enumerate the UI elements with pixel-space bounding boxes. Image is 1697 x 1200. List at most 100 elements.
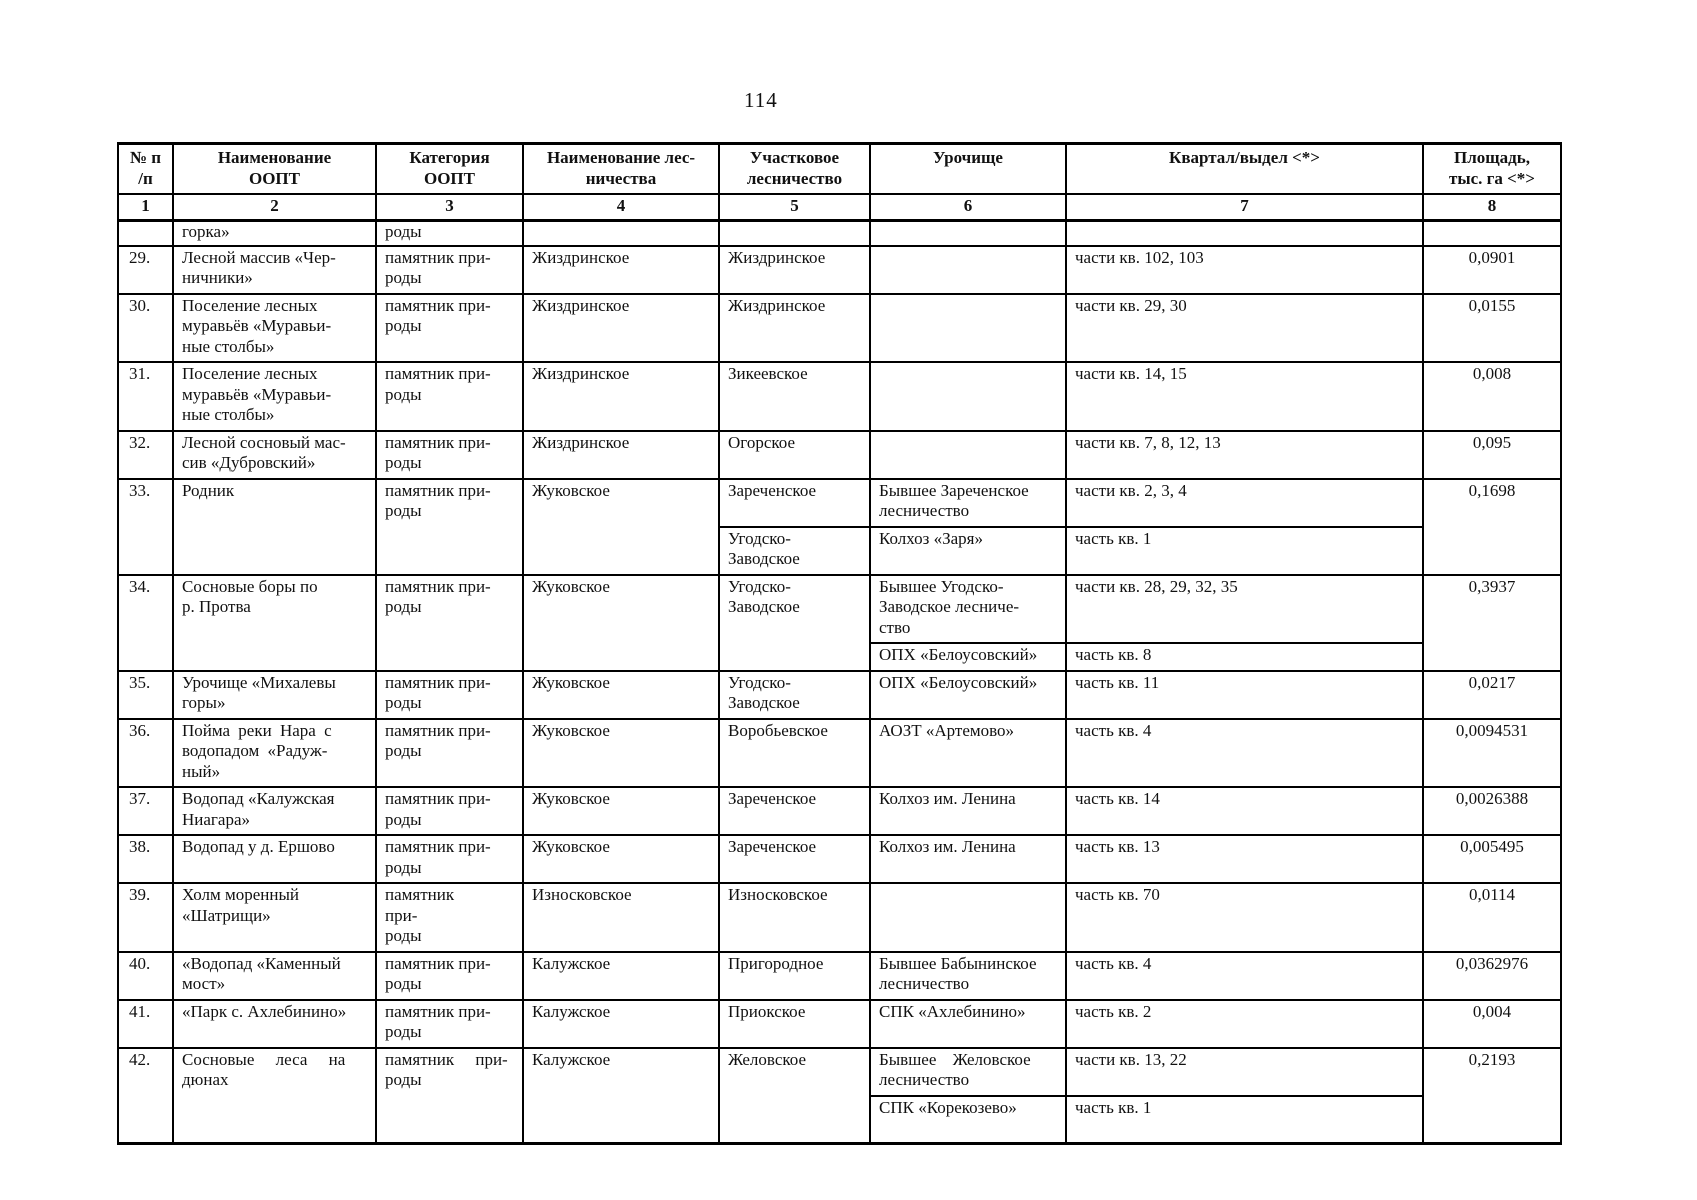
table-row-42: 42. Сосновые леса на дюнах памятник при-…	[117, 1046, 1562, 1145]
table-row-42-sub: СПК «Корекозево» часть кв. 1	[118, 1094, 1561, 1145]
cell-area: 0,0155	[1422, 292, 1562, 363]
cell-tract	[869, 219, 1067, 247]
cell-quarter: часть кв. 11	[1065, 669, 1424, 720]
cell-oopt-name: Сосновые боры по р. Протва	[172, 573, 377, 672]
cell-area	[1422, 219, 1562, 247]
cell-category: памятник при- роды	[375, 717, 524, 788]
cell-district: Зареченское	[718, 786, 871, 836]
cell-oopt-name: горка»	[172, 219, 377, 247]
cell-area: 0,0362976	[1422, 950, 1562, 1001]
cell-category: памятник при- роды	[375, 477, 524, 576]
col-number: 8	[1422, 193, 1562, 222]
cell-district: Приокское	[718, 998, 871, 1049]
cell-forestry: Износковское	[522, 882, 720, 953]
cell-tract	[869, 361, 1067, 432]
cell-district: Зикеевское	[718, 361, 871, 432]
cell-category: памятник при- роды	[375, 429, 524, 480]
cell-tract	[869, 244, 1067, 295]
table-row-30: 30. Поселение лесных муравьёв «Муравьи- …	[117, 292, 1562, 363]
cell-num: 33.	[117, 477, 174, 576]
cell-category: памятник при- роды	[375, 786, 524, 836]
cell-district: Износковское	[718, 882, 871, 953]
table-row-34: 34. Сосновые боры по р. Протва памятник …	[117, 573, 1562, 672]
cell-quarter	[1065, 219, 1424, 247]
cell-num: 39.	[117, 882, 174, 953]
cell-district: Угодско- Заводское	[718, 669, 871, 720]
cell-district: Воробьевское	[718, 717, 871, 788]
cell-area: 0,004	[1422, 998, 1562, 1049]
cell-num: 38.	[117, 834, 174, 884]
table-row-37: 37. Водопад «Калужская Ниагара» памятник…	[117, 786, 1562, 836]
cell-oopt-name: Родник	[172, 477, 377, 576]
cell-quarter: части кв. 13, 22	[1065, 1046, 1424, 1097]
cell-district: Жиздринское	[718, 292, 871, 363]
cell-num: 37.	[117, 786, 174, 836]
cell-num: 35.	[117, 669, 174, 720]
cell-num: 42.	[117, 1046, 174, 1145]
cell-tract	[869, 292, 1067, 363]
cell-quarter: часть кв. 1	[1065, 1094, 1424, 1145]
table-row-33: 33. Родник памятник при- роды Жуковское …	[117, 477, 1562, 576]
cell-tract	[869, 882, 1067, 953]
col-number: 7	[1065, 193, 1424, 222]
cell-num: 30.	[117, 292, 174, 363]
table-row-31: 31. Поселение лесных муравьёв «Муравьи- …	[117, 361, 1562, 432]
header-forestry: Наименование лес- ничества	[522, 142, 720, 195]
cell-category: роды	[375, 219, 524, 247]
cell-category: памятник при- роды	[375, 882, 524, 953]
cell-tract: ОПХ «Белоусовский»	[869, 642, 1067, 672]
table-row-35: 35. Урочище «Михалевы горы» памятник при…	[117, 669, 1562, 720]
cell-quarter: часть кв. 4	[1065, 717, 1424, 788]
header-row: № п /п Наименование ООПТ Категория ООПТ …	[117, 142, 1562, 195]
cell-area: 0,095	[1422, 429, 1562, 480]
table-row-continuation: горка» роды	[117, 219, 1562, 247]
cell-forestry: Жиздринское	[522, 361, 720, 432]
cell-quarter: часть кв. 14	[1065, 786, 1424, 836]
cell-oopt-name: Холм моренный «Шатрищи»	[172, 882, 377, 953]
cell-num: 34.	[117, 573, 174, 672]
cell-quarter: часть кв. 8	[1065, 642, 1424, 672]
cell-area: 0,0901	[1422, 244, 1562, 295]
cell-num: 32.	[117, 429, 174, 480]
cell-num: 31.	[117, 361, 174, 432]
cell-forestry: Калужское	[522, 950, 720, 1001]
cell-tract	[869, 429, 1067, 480]
table-row-32: 32. Лесной сосновый мас- сив «Дубровский…	[117, 429, 1562, 480]
cell-forestry	[522, 219, 720, 247]
cell-tract: СПК «Ахлебинино»	[869, 998, 1067, 1049]
cell-district: Зареченское	[718, 477, 871, 528]
table-row-36: 36. Пойма реки Нара с водопадом «Радуж- …	[117, 717, 1562, 788]
header-num: № п /п	[117, 142, 174, 195]
cell-area: 0,3937	[1422, 573, 1562, 672]
cell-num: 29.	[117, 244, 174, 295]
cell-category: памятник при- роды	[375, 834, 524, 884]
cell-quarter: часть кв. 1	[1065, 525, 1424, 576]
cell-quarter: части кв. 28, 29, 32, 35	[1065, 573, 1424, 644]
cell-category: памятник при- роды	[375, 361, 524, 432]
column-numbers-row: 1 2 3 4 5 6 7 8	[117, 193, 1562, 222]
cell-area: 0,1698	[1422, 477, 1562, 576]
cell-quarter: часть кв. 2	[1065, 998, 1424, 1049]
col-number: 2	[172, 193, 377, 222]
table-row-29: 29. Лесной массив «Чер- ничники» памятни…	[117, 244, 1562, 295]
header-tract: Урочище	[869, 142, 1067, 195]
cell-forestry: Жиздринское	[522, 429, 720, 480]
cell-oopt-name: Сосновые леса на дюнах	[172, 1046, 377, 1145]
cell-area: 0,0217	[1422, 669, 1562, 720]
cell-tract: Бывшее Угодско- Заводское лесниче- ство	[869, 573, 1067, 644]
col-number: 5	[718, 193, 871, 222]
cell-category: памятник при- роды	[375, 244, 524, 295]
cell-tract: Колхоз им. Ленина	[869, 834, 1067, 884]
col-number: 3	[375, 193, 524, 222]
cell-oopt-name: «Водопад «Каменный мост»	[172, 950, 377, 1001]
cell-area: 0,005495	[1422, 834, 1562, 884]
cell-forestry: Калужское	[522, 998, 720, 1049]
cell-oopt-name: Поселение лесных муравьёв «Муравьи- ные …	[172, 292, 377, 363]
cell-area: 0,008	[1422, 361, 1562, 432]
cell-oopt-name: Водопад «Калужская Ниагара»	[172, 786, 377, 836]
cell-quarter: части кв. 29, 30	[1065, 292, 1424, 363]
cell-quarter: части кв. 102, 103	[1065, 244, 1424, 295]
table-row-41: 41. «Парк с. Ахлебинино» памятник при- р…	[117, 998, 1562, 1049]
table-row-39: 39. Холм моренный «Шатрищи» памятник при…	[117, 882, 1562, 953]
